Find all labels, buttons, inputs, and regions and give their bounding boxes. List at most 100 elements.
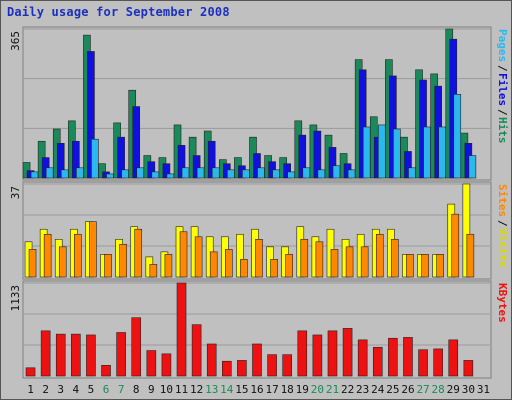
bar-kbytes-day-14 (222, 360, 232, 377)
bar-kbytes-day-12 (191, 324, 202, 377)
x-tick-label-day-14: 14 (220, 383, 234, 396)
x-tick-label-day-17: 17 (265, 383, 278, 396)
bar-files-day-23 (358, 69, 367, 179)
panel-middle-legend-1: / (496, 220, 509, 227)
panel-bottom-legend-0: KBytes (496, 283, 509, 323)
bar-pages-day-5 (91, 138, 99, 179)
bar-sites-day-23 (360, 246, 369, 278)
bar-pages-day-9 (151, 171, 160, 179)
x-tick-label-day-9: 9 (148, 383, 155, 396)
bar-pages-day-12 (196, 167, 205, 179)
bar-pages-day-14 (227, 169, 235, 179)
bar-files-day-21 (328, 147, 337, 179)
panel-top-legend-4: Hits (496, 117, 509, 144)
bar-kbytes-day-27 (418, 349, 428, 377)
bar-kbytes-day-18 (282, 354, 292, 377)
bar-kbytes-day-21 (327, 330, 338, 377)
x-tick-label-day-1: 1 (27, 383, 34, 396)
bar-kbytes-day-15 (237, 360, 247, 377)
bar-files-day-19 (298, 134, 307, 179)
x-tick-label-day-10: 10 (160, 383, 173, 396)
x-tick-label-day-16: 16 (250, 383, 263, 396)
bar-pages-day-3 (60, 169, 69, 179)
bar-sites-day-9 (149, 264, 158, 278)
bar-visits-day-15 (236, 233, 244, 278)
bar-kbytes-day-9 (146, 350, 157, 377)
bar-files-day-20 (313, 130, 322, 179)
bar-pages-day-2 (45, 167, 54, 179)
panel-middle-legend-2: Visits (496, 228, 509, 268)
bar-files-day-16 (253, 153, 261, 179)
bar-kbytes-day-2 (40, 330, 51, 377)
bar-sites-day-25 (391, 238, 399, 278)
bar-pages-day-17 (272, 169, 280, 179)
x-tick-label-day-26: 26 (401, 383, 414, 396)
bar-files-day-5 (87, 51, 95, 179)
bar-pages-day-15 (242, 169, 250, 179)
x-tick-label-day-31: 31 (477, 383, 490, 396)
bar-kbytes-day-25 (388, 337, 398, 377)
bar-pages-day-23 (362, 126, 371, 179)
bar-sites-day-30 (466, 233, 475, 278)
panel-top-legend-2: Files (496, 73, 509, 106)
bar-pages-day-27 (423, 126, 431, 179)
bar-sites-day-14 (225, 249, 233, 278)
bar-pages-day-7 (121, 169, 129, 179)
bar-pages-day-16 (257, 167, 265, 179)
bar-pages-day-26 (408, 167, 416, 179)
bar-kbytes-day-10 (161, 353, 172, 377)
bar-files-day-9 (147, 161, 156, 179)
bar-files-day-3 (56, 143, 65, 179)
bar-sites-day-15 (240, 259, 248, 278)
bar-files-day-12 (192, 155, 201, 179)
bar-sites-day-6 (104, 254, 112, 278)
bar-kbytes-day-20 (312, 334, 323, 377)
panel-top-legend-0: Pages (496, 29, 509, 62)
chart-title: Daily usage for September 2008 (7, 5, 230, 19)
bar-pages-day-20 (317, 169, 326, 179)
x-tick-label-day-27: 27 (416, 383, 429, 396)
bar-sites-day-22 (345, 246, 354, 278)
bar-sites-day-10 (164, 254, 173, 278)
x-tick-label-day-23: 23 (356, 383, 369, 396)
x-tick-label-day-29: 29 (447, 383, 460, 396)
bar-pages-day-6 (106, 173, 114, 179)
bar-pages-day-11 (181, 167, 190, 179)
bar-sites-day-5 (89, 221, 97, 278)
bar-pages-day-25 (393, 128, 401, 179)
bar-kbytes-day-8 (131, 317, 142, 377)
panel-top-legend-3: / (496, 109, 509, 116)
panel-middle-ymax-label: 37 (9, 186, 22, 199)
bar-files-day-25 (389, 75, 397, 179)
bar-kbytes-day-24 (372, 346, 383, 377)
bar-sites-day-17 (270, 259, 278, 278)
bar-kbytes-day-3 (55, 333, 66, 377)
bar-sites-day-1 (28, 249, 37, 278)
x-tick-label-day-7: 7 (118, 383, 125, 396)
bar-sites-day-4 (74, 233, 82, 278)
bar-kbytes-day-29 (448, 339, 459, 377)
bar-sites-day-20 (315, 241, 324, 278)
bar-kbytes-day-6 (101, 365, 111, 377)
bar-files-day-4 (72, 140, 80, 179)
bar-sites-day-29 (451, 213, 460, 278)
bar-kbytes-day-13 (206, 343, 217, 377)
x-tick-label-day-5: 5 (88, 383, 95, 396)
bar-hits-day-6 (98, 163, 106, 179)
bar-sites-day-19 (300, 238, 309, 278)
bar-sites-day-27 (421, 254, 429, 278)
bar-sites-day-28 (436, 254, 444, 278)
bar-kbytes-day-22 (342, 328, 353, 377)
x-tick-label-day-24: 24 (371, 383, 385, 396)
bar-pages-day-18 (287, 171, 295, 179)
bar-kbytes-day-1 (25, 367, 36, 377)
x-tick-label-day-6: 6 (103, 383, 110, 396)
bar-pages-day-13 (211, 167, 220, 179)
bar-sites-day-2 (43, 233, 52, 278)
bar-pages-day-28 (438, 126, 446, 179)
x-tick-label-day-13: 13 (205, 383, 218, 396)
bar-kbytes-day-17 (267, 354, 277, 377)
x-tick-label-day-4: 4 (73, 383, 80, 396)
bar-sites-day-21 (330, 249, 339, 278)
